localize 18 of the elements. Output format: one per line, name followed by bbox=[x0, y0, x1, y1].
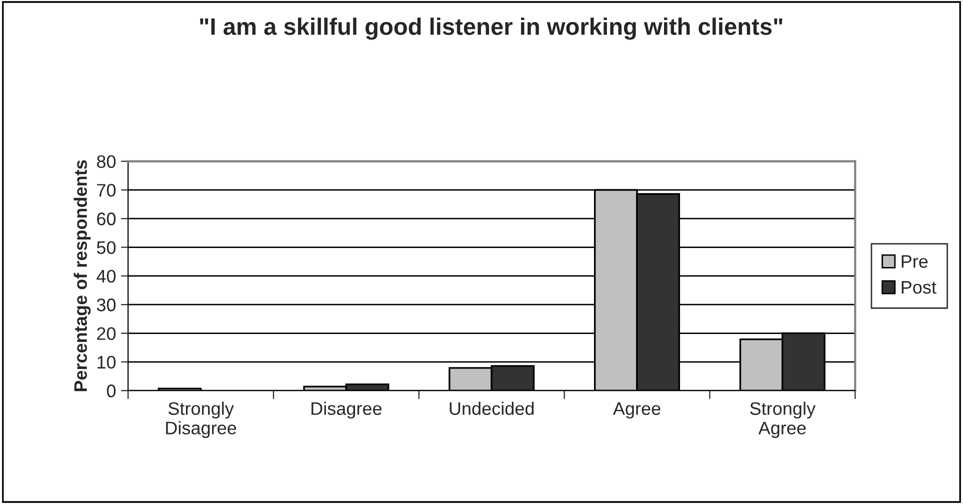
legend-label: Pre bbox=[902, 255, 928, 268]
x-tick-label: Strongly Agree bbox=[750, 402, 816, 438]
y-tick-label: 30 bbox=[96, 298, 116, 312]
y-tick-label: 40 bbox=[96, 270, 116, 283]
y-tick-label: 80 bbox=[96, 155, 116, 168]
y-tick-label: 20 bbox=[97, 327, 116, 340]
y-tick-label: 0 bbox=[106, 384, 116, 398]
y-tick-label: 70 bbox=[97, 184, 116, 197]
y-tick-label: 50 bbox=[96, 241, 116, 254]
y-axis-title: Percentage of respondents bbox=[74, 160, 91, 392]
x-tick-label: Disagree bbox=[312, 402, 382, 419]
y-tick-label: 60 bbox=[97, 212, 116, 226]
x-tick-label: Strongly Disagree bbox=[166, 402, 236, 438]
y-tick-label: 10 bbox=[98, 356, 116, 369]
x-tick-label: Agree bbox=[612, 402, 660, 419]
legend-label: Post bbox=[902, 281, 936, 294]
x-tick-label: Undecided bbox=[450, 402, 534, 415]
chart-title: "I am a skillful good listener in working with clients" bbox=[200, 18, 782, 40]
